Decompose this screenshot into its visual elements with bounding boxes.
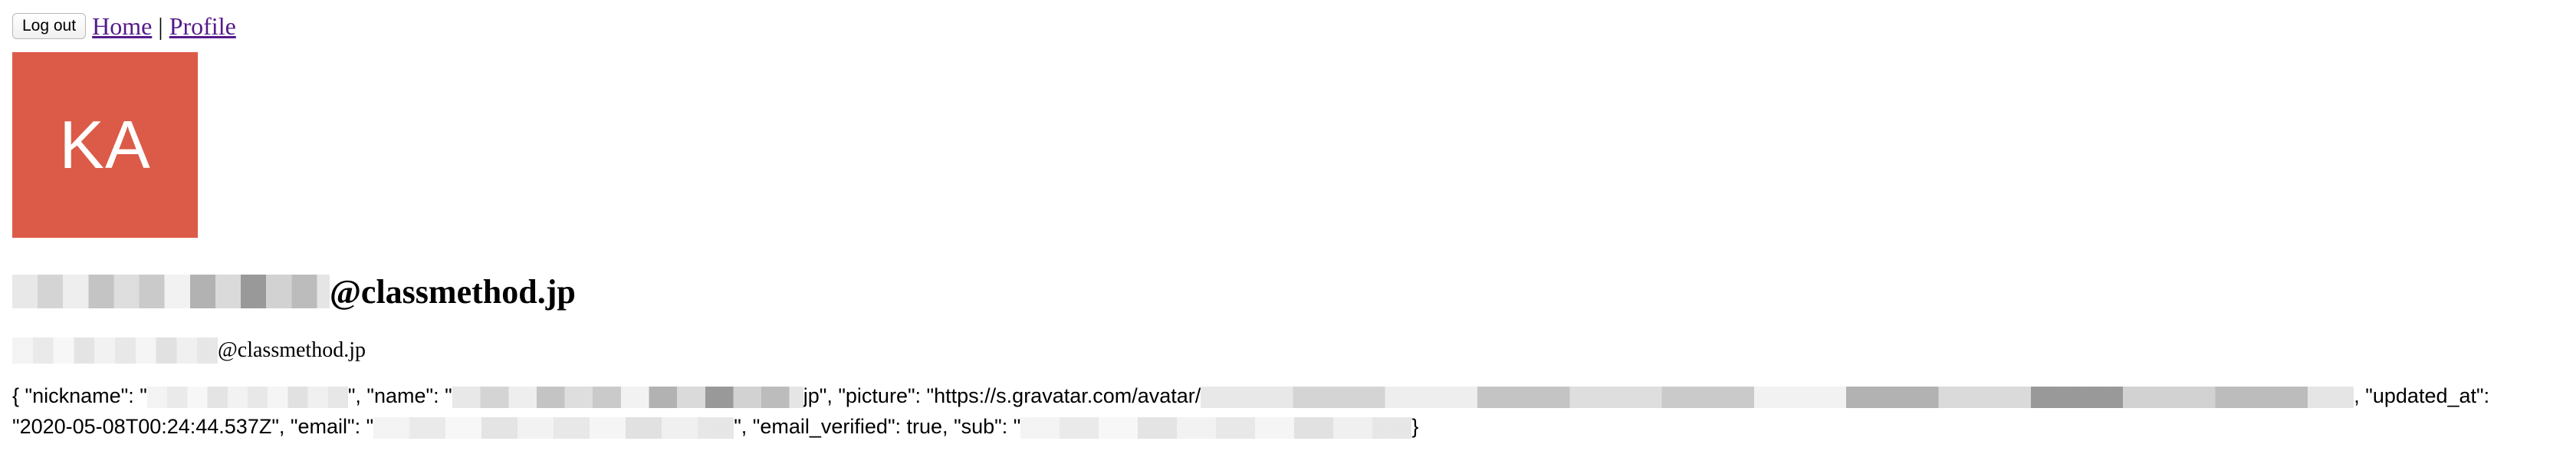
name-domain: @classmethod.jp xyxy=(330,272,576,311)
home-link[interactable]: Home xyxy=(92,12,153,40)
redacted-email xyxy=(12,337,218,364)
json-updated-value: "2020-05-08T00:24:44.537Z", "email": " xyxy=(12,415,374,438)
avatar-initials: KA xyxy=(59,107,151,183)
avatar: KA xyxy=(12,52,198,238)
redacted-avatar-hash xyxy=(1201,386,2354,408)
redacted-sub xyxy=(1020,416,1412,439)
redacted-json-email xyxy=(373,416,734,439)
profile-email: @classmethod.jp xyxy=(12,336,2564,365)
user-json-dump: { "nickname": " ", "name": " jp", "picture… xyxy=(12,380,2565,442)
email-domain: @classmethod.jp xyxy=(218,338,366,362)
json-line-2: "2020-05-08T00:24:44.537Z", "email": " ",… xyxy=(12,411,2565,442)
top-nav: Log out Home | Profile xyxy=(12,11,2564,41)
redacted-name xyxy=(12,275,330,308)
json-line-1: { "nickname": " ", "name": " jp", "picture… xyxy=(12,380,2565,411)
logout-button[interactable]: Log out xyxy=(12,13,87,39)
json-close-brace: } xyxy=(1411,415,1419,438)
json-nickname-key: { "nickname": " xyxy=(12,384,147,407)
json-name-key: ", "name": " xyxy=(347,384,452,407)
redacted-nickname xyxy=(146,386,348,408)
nav-separator: | xyxy=(158,12,163,40)
profile-name-heading: @classmethod.jp xyxy=(12,272,2564,311)
json-picture-key: jp", "picture": "https://s.gravatar.com/… xyxy=(803,384,1201,407)
redacted-fullname xyxy=(452,386,803,408)
json-updated-key: , "updated_at": xyxy=(2354,384,2490,407)
json-verified-key: ", "email_verified": true, "sub": " xyxy=(734,415,1021,438)
profile-link[interactable]: Profile xyxy=(169,12,236,40)
